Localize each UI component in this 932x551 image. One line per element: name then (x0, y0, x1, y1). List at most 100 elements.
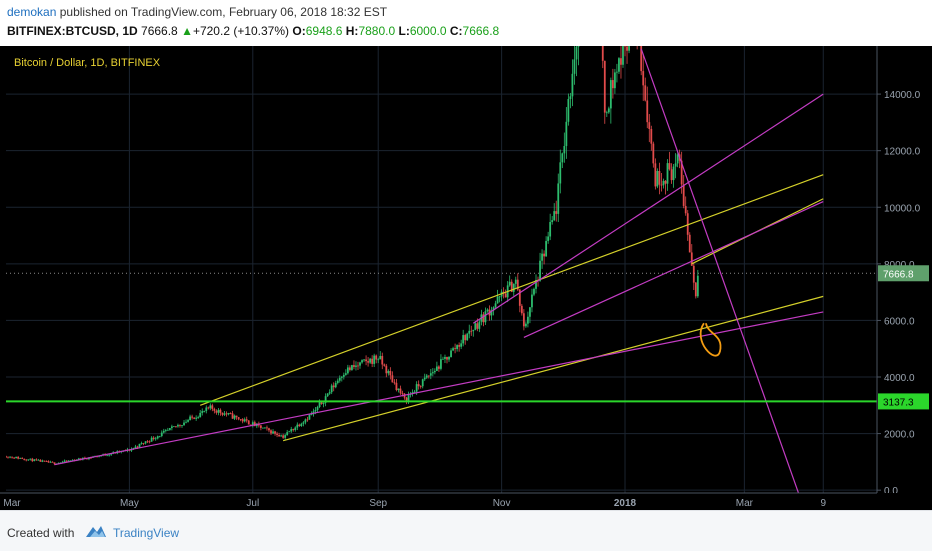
author-link[interactable]: demokan (7, 5, 56, 19)
candle-body (66, 461, 68, 462)
close-label: C: (450, 24, 463, 38)
candle-body (23, 459, 25, 460)
tradingview-logo-icon[interactable] (84, 523, 108, 539)
candle-body (396, 383, 398, 390)
candle-body (302, 422, 304, 423)
candle-body (683, 184, 685, 206)
candle-body (64, 461, 66, 462)
candle-body (201, 411, 203, 413)
candle-body (428, 376, 430, 377)
candle-body (545, 241, 547, 256)
candle-body (199, 413, 201, 417)
candle-body (323, 403, 325, 404)
candle-body (646, 101, 648, 123)
candle-body (509, 282, 511, 286)
candle-body (242, 419, 244, 421)
x-tick-label: 9 (820, 498, 826, 509)
candle-body (42, 461, 44, 462)
candle-body (426, 376, 428, 378)
candle-body (543, 254, 545, 257)
last-price-label: 7666.8 (883, 269, 914, 280)
candle-body (29, 459, 31, 460)
y-tick-label: 14000.0 (884, 90, 921, 101)
candle-body (197, 417, 199, 418)
open-label: O: (292, 24, 305, 38)
candle-body (337, 381, 339, 383)
candle-body (13, 458, 15, 459)
candle-body (569, 96, 571, 99)
candle-body (440, 359, 442, 369)
candle-body (485, 311, 487, 322)
candle-body (165, 430, 167, 431)
candle-body (315, 410, 317, 411)
candle-body (161, 433, 163, 436)
candle-body (422, 379, 424, 386)
candle-body (505, 294, 507, 298)
candle-body (300, 424, 302, 426)
candle-body (557, 183, 559, 213)
candle-body (476, 323, 478, 329)
candle-body (460, 343, 462, 346)
price-chart[interactable]: 0.02000.04000.06000.08000.010000.012000.… (0, 46, 932, 510)
candle-body (278, 435, 280, 436)
candle-body (495, 303, 497, 307)
candle-body (9, 457, 11, 458)
candle-body (355, 366, 357, 367)
candle-body (438, 367, 440, 369)
candle-body (167, 430, 169, 431)
time-axis-bg (0, 493, 932, 510)
candle-body (622, 46, 624, 65)
candle-body (574, 59, 576, 73)
candle-body (357, 366, 359, 367)
candle-body (175, 426, 177, 427)
candle-body (15, 457, 17, 458)
candle-body (220, 410, 222, 413)
candle-body (602, 46, 604, 61)
candle-body (650, 129, 652, 144)
candle-body (187, 420, 189, 422)
candle-body (533, 289, 535, 295)
candle-body (499, 296, 501, 297)
candle-body (157, 436, 159, 438)
chart-svg[interactable]: 0.02000.04000.06000.08000.010000.012000.… (0, 46, 932, 510)
candle-body (466, 334, 468, 341)
candle-body (347, 367, 349, 373)
candle-body (572, 74, 574, 97)
candle-body (385, 366, 387, 373)
y-tick-label: 2000.0 (884, 430, 915, 441)
x-tick-label: Nov (493, 498, 511, 509)
candle-body (379, 356, 381, 359)
candle-body (527, 317, 529, 324)
candle-body (191, 417, 193, 418)
candle-body (387, 371, 389, 373)
candle-body (193, 418, 195, 419)
candle-body (11, 457, 13, 458)
x-tick-label: Sep (369, 498, 387, 509)
candle-body (143, 443, 145, 444)
candle-body (155, 438, 157, 439)
candle-body (673, 167, 675, 180)
candle-body (416, 384, 418, 392)
footer: Created with TradingView (0, 510, 932, 551)
candle-body (430, 373, 432, 375)
candle-body (207, 408, 209, 409)
symbol-label: BITFINEX:BTCUSD, 1D (7, 24, 138, 38)
candle-body (228, 413, 230, 414)
support-label: 3137.3 (883, 397, 914, 408)
candle-body (604, 61, 606, 113)
candle-body (177, 425, 179, 426)
candle-body (454, 348, 456, 349)
candle-body (230, 413, 232, 414)
candle-body (203, 411, 205, 412)
candle-body (420, 386, 422, 387)
candle-body (531, 295, 533, 308)
candle-body (671, 169, 673, 180)
candle-body (218, 410, 220, 413)
candle-body (442, 359, 444, 360)
candle-body (163, 431, 165, 433)
candle-body (248, 420, 250, 424)
candle-body (244, 419, 246, 421)
tradingview-brand[interactable]: TradingView (113, 526, 179, 540)
candle-body (179, 425, 181, 426)
candle-body (383, 364, 385, 365)
